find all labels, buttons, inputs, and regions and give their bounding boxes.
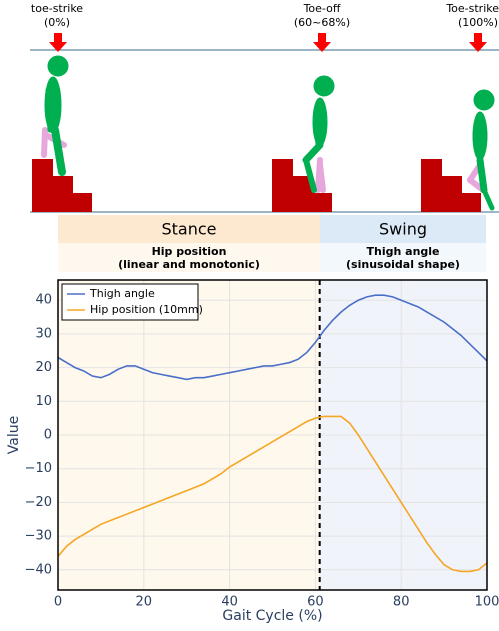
legend: Thigh angle Hip position (10mm) (62, 284, 203, 320)
phase-name: Swing (379, 220, 427, 239)
x-axis-label: Gait Cycle (%) (222, 608, 322, 624)
event-label: Toe-strike (445, 2, 499, 15)
event-pct: (0%) (44, 16, 70, 29)
stairs (32, 159, 481, 212)
legend-label: Hip position (10mm) (90, 303, 203, 316)
phase-name: Stance (161, 220, 216, 239)
y-tick-label: −40 (25, 562, 52, 577)
phase-desc: Hip position (152, 245, 227, 258)
event-arrows (49, 33, 487, 52)
back-leg (44, 130, 483, 190)
y-tick-label: −10 (25, 461, 52, 476)
x-tick-label: 80 (393, 595, 410, 610)
y-tick-label: 0 (44, 428, 52, 443)
x-tick-label: 0 (54, 595, 62, 610)
phase-boxes: Stance Hip position (linear and monotoni… (58, 215, 486, 272)
event-label: toe-strike (31, 2, 83, 15)
legend-label: Thigh angle (89, 287, 155, 300)
figure: toe-strike (0%) Toe-off (60~68%) Toe-str… (0, 0, 499, 631)
phase-desc: Thigh angle (367, 245, 440, 258)
x-tick-label: 100 (475, 595, 499, 610)
y-tick-label: 10 (35, 394, 52, 409)
event-pct: (100%) (458, 16, 498, 29)
x-tick-label: 20 (136, 595, 153, 610)
gait-diagram: toe-strike (0%) Toe-off (60~68%) Toe-str… (30, 2, 499, 212)
y-tick-label: 30 (35, 326, 52, 341)
event-pct: (60~68%) (294, 16, 350, 29)
phase-sub: (linear and monotonic) (118, 258, 260, 271)
y-axis-label: Value (6, 416, 22, 454)
y-tick-label: 20 (35, 360, 52, 375)
phase-sub: (sinusoidal shape) (346, 258, 460, 271)
y-tick-label: 40 (35, 293, 52, 308)
event-label: Toe-off (303, 2, 341, 15)
y-tick-label: −20 (25, 495, 52, 510)
y-tick-label: −30 (25, 529, 52, 544)
